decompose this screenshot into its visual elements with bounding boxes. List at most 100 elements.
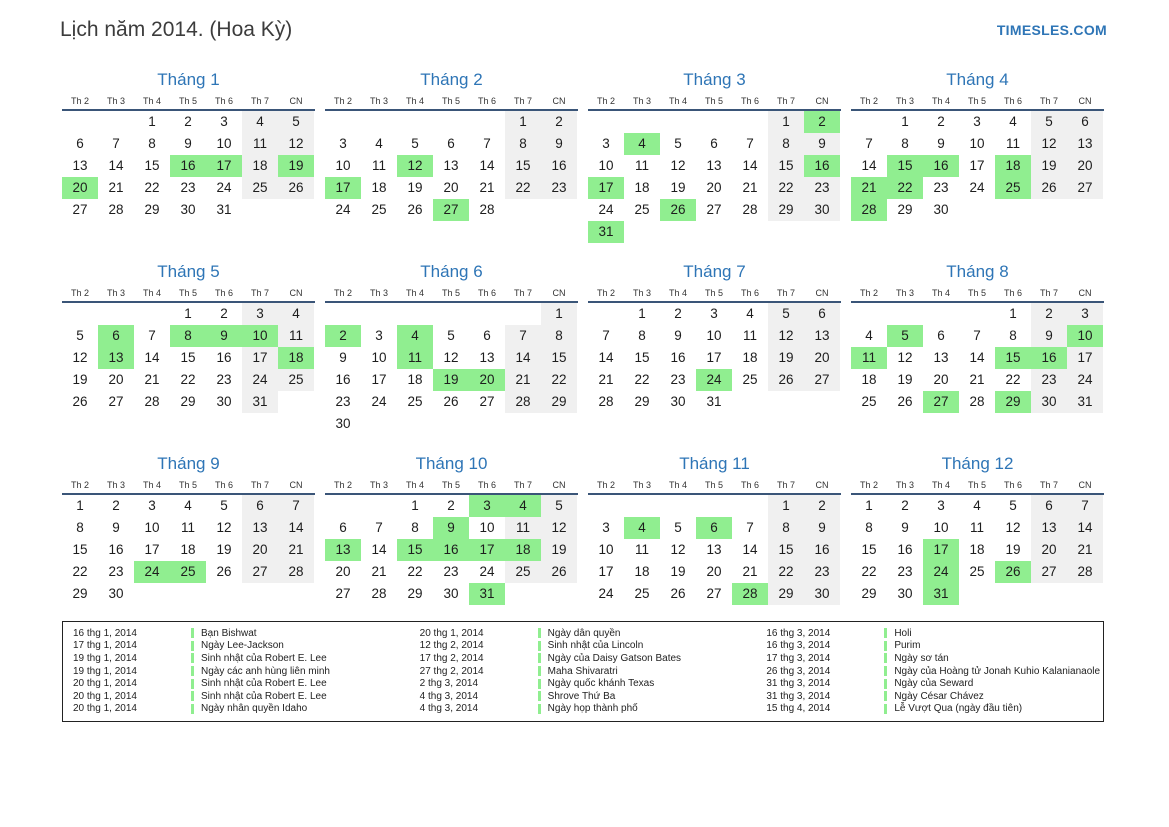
- empty-day-cell: [804, 221, 840, 243]
- weekend-day-cell: 16: [541, 155, 577, 177]
- empty-day-cell: [278, 391, 314, 413]
- empty-day-cell: [732, 111, 768, 133]
- legend-item-date: 15 thg 4, 2014: [766, 703, 831, 715]
- day-cell: 28: [969, 394, 985, 409]
- weekday-header-row: Th 2 Th 3 Th 4 Th 5 Th 6 Th 7 CN: [851, 288, 1104, 303]
- legend-item-date: 17 thg 2, 2014: [419, 652, 484, 664]
- weekday-label: Th 5: [967, 288, 986, 298]
- weekend-day-cell: 25: [242, 177, 278, 199]
- legend-item-name: Ngày của Daisy Gatson Bates: [547, 652, 682, 664]
- site-link[interactable]: TIMESLES.COM: [996, 22, 1107, 38]
- weekend-day-cell: 12: [768, 325, 804, 347]
- empty-day-cell: [588, 303, 624, 325]
- weekday-label: Th 4: [142, 288, 161, 298]
- weekend-day-cell: 5: [541, 495, 577, 517]
- weekday-label: Th 7: [1039, 480, 1058, 490]
- day-cell: 12: [216, 520, 232, 535]
- empty-day-cell: [397, 303, 433, 325]
- holiday-day-cell: 16: [433, 539, 469, 561]
- weekday-label: Th 5: [967, 480, 986, 490]
- holiday-marker: [884, 628, 888, 639]
- day-cell: 16: [897, 542, 913, 557]
- day-cell: 15: [861, 542, 877, 557]
- holiday-day-cell: 21: [851, 177, 887, 199]
- legend-item-name: Purim: [894, 640, 921, 652]
- month-title: Tháng 8: [946, 262, 1009, 281]
- day-cell: 24: [479, 564, 495, 579]
- weekday-label: Th 6: [1003, 288, 1022, 298]
- legend-item: 19 thg 1, 2014 Sinh nhật của Robert E. Le…: [63, 652, 410, 665]
- weekend-day-cell: 31: [1067, 391, 1103, 413]
- weekday-label: Th 4: [668, 480, 687, 490]
- empty-day-cell: [278, 199, 314, 221]
- holiday-day-cell: 4: [505, 495, 541, 517]
- weekend-day-cell: 13: [1067, 133, 1103, 155]
- day-cell: 18: [634, 180, 650, 195]
- day-cell: 14: [969, 350, 985, 365]
- day-cell: 17: [969, 158, 985, 173]
- day-cell: 18: [969, 542, 985, 557]
- holiday-day-cell: 27: [923, 391, 959, 413]
- day-cell: 14: [479, 158, 495, 173]
- day-cell: 6: [937, 328, 945, 343]
- holiday-day-cell: 16: [923, 155, 959, 177]
- day-cell: 28: [479, 202, 495, 217]
- weekend-day-cell: 22: [541, 369, 577, 391]
- legend-item-date: 20 thg 1, 2014: [73, 690, 137, 702]
- weekend-day-cell: 20: [242, 539, 278, 561]
- holiday-marker: [884, 640, 888, 651]
- day-cell: 21: [144, 372, 160, 387]
- month-1: Tháng 1 Th 2 Th 3 Th 4 Th 5 Th 6 Th 7 CN 1 2 3 4 5 6 7…: [62, 68, 315, 243]
- day-cell: 5: [76, 328, 84, 343]
- weekday-label: CN: [815, 96, 829, 106]
- holiday-day-cell: 10: [1067, 325, 1103, 347]
- day-cell: 18: [180, 542, 196, 557]
- legend-item: 17 thg 3, 2014 Ngày sơ tán: [756, 652, 1103, 665]
- day-cell: 19: [897, 372, 913, 387]
- legend-item-name: Sinh nhật của Robert E. Lee: [201, 690, 327, 702]
- day-cell: 22: [1005, 372, 1021, 387]
- weekend-day-cell: 20: [1031, 539, 1067, 561]
- day-cell: 21: [479, 180, 495, 195]
- weekend-day-cell: 25: [505, 561, 541, 583]
- legend-item-date: 20 thg 1, 2014: [73, 678, 137, 690]
- day-cell: 13: [479, 350, 495, 365]
- month-4: Tháng 4 Th 2 Th 3 Th 4 Th 5 Th 6 Th 7 CN 1 2 3 4 5 6 7…: [851, 68, 1104, 243]
- day-cell: 11: [742, 328, 757, 343]
- empty-day-cell: [851, 303, 887, 325]
- day-cell: 31: [216, 202, 232, 217]
- day-cell: 2: [447, 498, 455, 513]
- weekday-header-row: Th 2 Th 3 Th 4 Th 5 Th 6 Th 7 CN: [325, 480, 578, 495]
- weekend-day-cell: 4: [278, 303, 314, 325]
- day-cell: 11: [634, 158, 649, 173]
- holiday-day-cell: 26: [995, 561, 1031, 583]
- weekday-label: Th 7: [513, 288, 532, 298]
- day-cell: 4: [865, 328, 873, 343]
- day-cell: 24: [598, 586, 614, 601]
- holiday-day-cell: 24: [923, 561, 959, 583]
- day-cell: 21: [598, 372, 614, 387]
- legend-item-name: Ngày họp thành phố: [547, 703, 638, 715]
- month-8: Tháng 8 Th 2 Th 3 Th 4 Th 5 Th 6 Th 7 CN 1 2 3 4 5 6 7…: [851, 260, 1104, 435]
- day-cell: 25: [371, 202, 387, 217]
- day-cell: 26: [897, 394, 913, 409]
- holiday-marker: [884, 666, 888, 677]
- weekday-label: Th 5: [704, 288, 723, 298]
- day-cell: 4: [973, 498, 981, 513]
- weekday-label: Th 5: [704, 480, 723, 490]
- legend-item: 19 thg 1, 2014 Ngày các anh hùng liên min…: [63, 665, 410, 678]
- day-grid: 1 2 3 4 5 6 7 8 9 10 11 12 13 14 15 16 17 18 19 20 21 22 23 24 2…: [851, 111, 1104, 221]
- weekend-day-cell: 21: [278, 539, 314, 561]
- empty-day-cell: [433, 111, 469, 133]
- holiday-marker: [537, 653, 541, 664]
- legend-item-date: 20 thg 1, 2014: [73, 703, 137, 715]
- weekday-label: Th 6: [740, 480, 759, 490]
- day-grid: 1 2 3 4 5 6 7 8 9 10 11 12 13 14 15 16 17 18 19 20 21 22 23 24 2…: [588, 111, 841, 243]
- legend-item: 4 thg 3, 2014 Ngày họp thành phố: [410, 703, 757, 716]
- empty-day-cell: [134, 583, 170, 605]
- weekday-label: Th 2: [70, 96, 89, 106]
- empty-day-cell: [959, 199, 995, 221]
- legend-item: 4 thg 3, 2014 Shrove Thứ Ba: [410, 690, 757, 703]
- day-cell: 7: [973, 328, 981, 343]
- holiday-day-cell: 11: [397, 347, 433, 369]
